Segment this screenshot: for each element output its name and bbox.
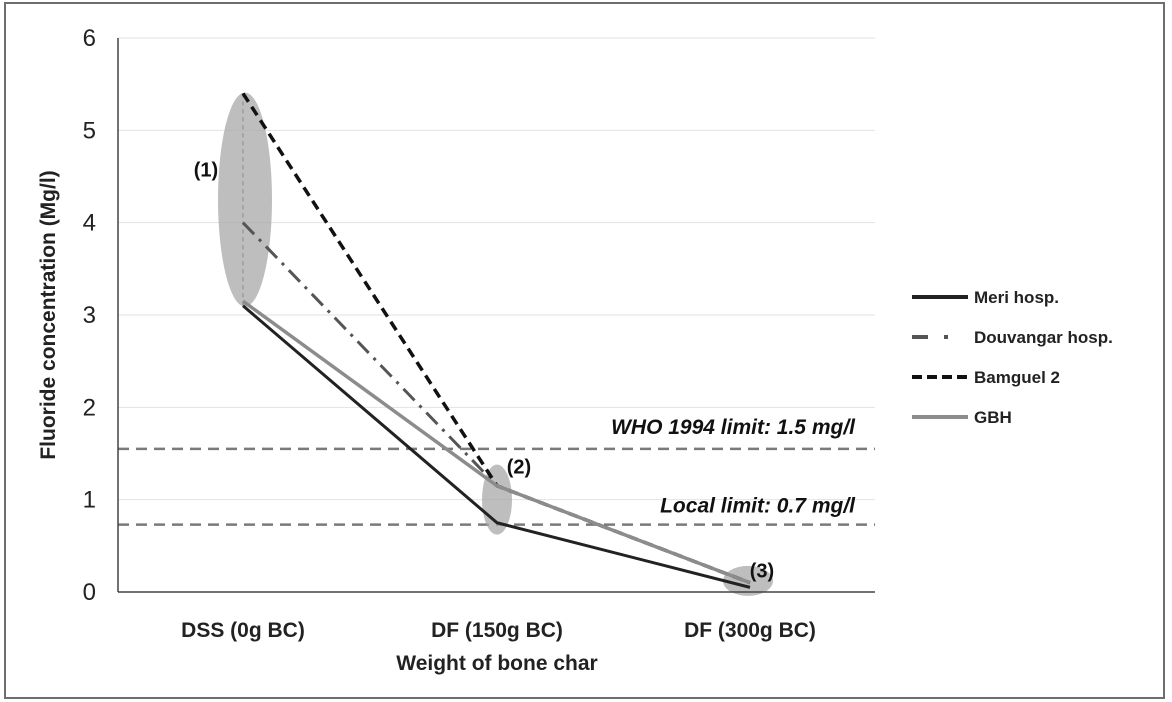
reference-line-label: Local limit: 0.7 mg/l	[660, 495, 856, 518]
highlight-ellipse	[218, 92, 272, 307]
annotation-label: (3)	[750, 561, 774, 583]
series-lines	[241, 92, 751, 589]
axes	[117, 38, 875, 593]
series-line-3	[241, 299, 751, 585]
y-tick-label: 5	[83, 117, 96, 144]
y-tick-label: 3	[83, 302, 96, 329]
y-axis-title: Fluoride concentration (Mg/l)	[37, 170, 60, 459]
y-tick-label: 4	[83, 210, 96, 237]
y-tick-label: 6	[83, 25, 96, 52]
series-line-0	[242, 304, 751, 589]
legend-label: Bamguel 2	[974, 368, 1060, 387]
y-tick-label: 0	[83, 579, 96, 606]
legend: Meri hosp. Douvangar hosp. Bamguel 2 GBH	[912, 288, 1113, 427]
annotation-label: (2)	[507, 456, 531, 478]
x-tick-label: DF (300g BC)	[684, 619, 816, 642]
x-tick-label: DSS (0g BC)	[181, 619, 305, 642]
y-tick-label: 1	[83, 487, 96, 514]
x-tick-label: DF (150g BC)	[431, 619, 563, 642]
legend-label: Douvangar hosp.	[974, 328, 1113, 347]
legend-label: GBH	[974, 408, 1012, 427]
x-axis-title: Weight of bone char	[396, 652, 597, 675]
text-labels: 0 1 2 3 4 5 6 DSS (0g BC) DF (150g BC) DF (300g B…	[37, 25, 856, 675]
reference-line-label: WHO 1994 limit: 1.5 mg/l	[611, 416, 856, 439]
chart-frame	[4, 2, 1165, 699]
legend-label: Meri hosp.	[974, 288, 1059, 307]
y-tick-label: 2	[83, 394, 96, 421]
annotation-label: (1)	[194, 160, 218, 182]
